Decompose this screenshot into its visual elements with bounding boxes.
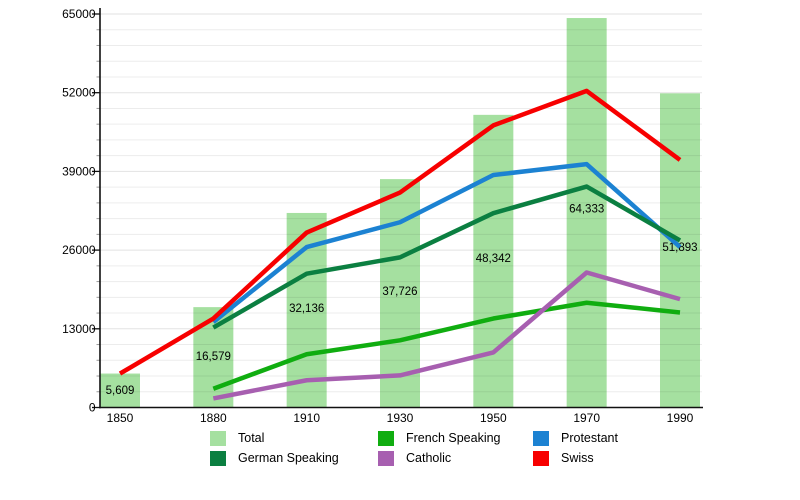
bar-value-label: 5,609: [106, 385, 135, 397]
legend-label: Catholic: [406, 451, 452, 465]
legend-swatch-french-speaking-icon: [378, 430, 394, 446]
x-axis-tick-label: 1880: [200, 411, 227, 425]
y-axis-tick-label: 26000: [62, 243, 96, 257]
y-axis-tick-label: 0: [89, 401, 96, 415]
legend-item-french-speaking: French Speaking: [378, 428, 501, 448]
x-axis-tick-label: 1850: [107, 411, 134, 425]
y-axis-tick-label: 13000: [62, 322, 96, 336]
legend-column: Protestant Swiss: [533, 428, 618, 468]
bar-value-label: 32,136: [289, 303, 324, 315]
bar-value-label: 48,342: [476, 253, 511, 265]
line-series-swiss: [118, 88, 682, 376]
line-series-french-speaking: [212, 300, 681, 391]
bar-value-label: 64,333: [569, 204, 604, 216]
bar-value-label: 37,726: [382, 286, 417, 298]
y-axis-tick-label: 39000: [62, 164, 96, 178]
legend-column: Total German Speaking: [210, 428, 339, 468]
legend-swatch-total-icon: [210, 430, 226, 446]
line-series-catholic: [212, 270, 681, 401]
legend-label: Protestant: [561, 431, 618, 445]
legend-swatch-german-speaking-icon: [210, 450, 226, 466]
bar-total-1950: [473, 114, 514, 408]
chart-plot-area: 0 13000 26000 39000 52000 65000 1850 1880 1910 19…: [62, 7, 703, 425]
line-series-protestant: [211, 161, 682, 324]
legend-item-german-speaking: German Speaking: [210, 448, 339, 468]
bar-value-label: 51,893: [662, 242, 697, 254]
bar-value-label: 16,579: [196, 351, 231, 363]
y-axis-tick-label: 52000: [62, 86, 96, 100]
bar-total-1970: [566, 18, 607, 408]
legend-item-protestant: Protestant: [533, 428, 618, 448]
x-axis-tick-label: 1970: [573, 411, 600, 425]
x-axis-tick-label: 1930: [387, 411, 414, 425]
legend-label: French Speaking: [406, 431, 501, 445]
chart-legend: Total German Speaking French Speaking Catho…: [0, 428, 800, 472]
bar-total-1990: [659, 93, 700, 408]
x-axis-tick-label: 1950: [480, 411, 507, 425]
line-series-german-speaking: [212, 184, 682, 330]
bar-total-1850: [100, 373, 140, 408]
legend-item-swiss: Swiss: [533, 448, 618, 468]
legend-swatch-protestant-icon: [533, 430, 549, 446]
legend-label: German Speaking: [238, 451, 339, 465]
legend-item-catholic: Catholic: [378, 448, 501, 468]
x-axis-tick-label: 1910: [293, 411, 320, 425]
legend-swatch-swiss-icon: [533, 450, 549, 466]
legend-column: French Speaking Catholic: [378, 428, 501, 468]
legend-item-total: Total: [210, 428, 339, 448]
legend-swatch-catholic-icon: [378, 450, 394, 466]
y-axis-tick-label: 65000: [62, 7, 96, 21]
legend-label: Swiss: [561, 451, 594, 465]
legend-label: Total: [238, 431, 265, 445]
x-axis-tick-label: 1990: [667, 411, 694, 425]
